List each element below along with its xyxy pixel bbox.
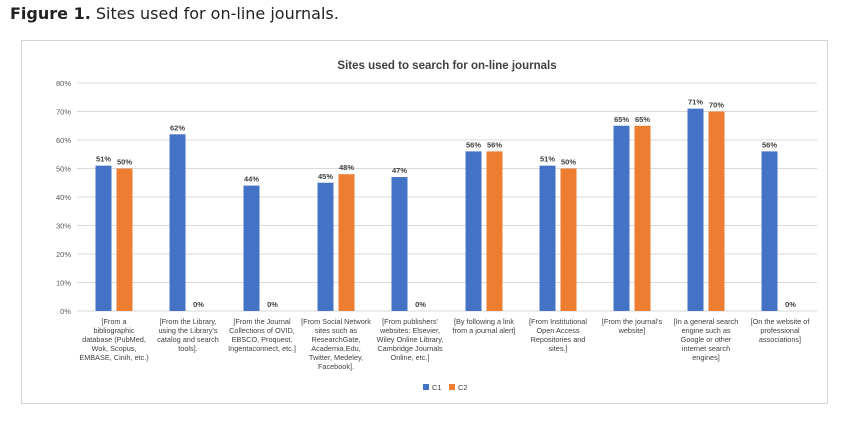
bar-c2 xyxy=(116,168,133,311)
figure-number: Figure 1. xyxy=(10,4,91,23)
y-tick-label: 60% xyxy=(56,136,71,145)
bar-c2 xyxy=(634,125,651,311)
data-label-c1: 71% xyxy=(688,98,703,107)
x-category-label: [By following a link from a journal alert… xyxy=(453,317,516,335)
bar-c2 xyxy=(560,168,577,311)
bar-c1 xyxy=(539,165,556,311)
x-category-label: [From the journal's website] xyxy=(602,317,663,335)
legend-label-c1: C1 xyxy=(432,383,442,392)
legend-label-c2: C2 xyxy=(458,383,468,392)
y-tick-label: 30% xyxy=(56,222,71,231)
y-tick-label: 70% xyxy=(56,108,71,117)
y-tick-label: 50% xyxy=(56,165,71,174)
bar-c1 xyxy=(169,134,186,311)
data-label-c1: 51% xyxy=(96,155,111,164)
x-category-label: [From a bibliographic database (PubMed, Wok… xyxy=(79,317,148,362)
bar-chart: Sites used to search for on-line journal… xyxy=(56,60,817,392)
data-label-c2: 0% xyxy=(267,300,278,309)
bar-c1 xyxy=(391,177,408,311)
chart-container: Sites used to search for on-line journal… xyxy=(21,40,828,404)
y-tick-label: 40% xyxy=(56,193,71,202)
figure-caption-text: Sites used for on-line journals. xyxy=(95,4,339,23)
x-category-label: [From publishers' websites: Elsevier, Wile… xyxy=(377,317,444,362)
data-label-c2: 48% xyxy=(339,163,354,172)
y-tick-label: 20% xyxy=(56,250,71,259)
x-category-label: [In a general search engine such as Google… xyxy=(674,317,739,362)
bar-c1 xyxy=(317,182,334,311)
bar-c2 xyxy=(338,174,355,311)
data-label-c1: 45% xyxy=(318,172,333,181)
x-category-label: [From the Library, using the Library's cat… xyxy=(157,317,219,353)
figure-caption: Figure 1. Sites used for on-line journal… xyxy=(10,4,339,23)
data-label-c2: 70% xyxy=(709,101,724,110)
bar-c2 xyxy=(708,111,725,311)
data-label-c2: 0% xyxy=(415,300,426,309)
bar-c2 xyxy=(486,151,503,311)
data-label-c1: 56% xyxy=(466,140,481,149)
data-label-c1: 44% xyxy=(244,175,259,184)
data-label-c1: 47% xyxy=(392,166,407,175)
bar-c1 xyxy=(465,151,482,311)
data-label-c2: 56% xyxy=(487,140,502,149)
data-label-c1: 62% xyxy=(170,123,185,132)
bar-c1 xyxy=(761,151,778,311)
data-label-c1: 51% xyxy=(540,155,555,164)
y-tick-label: 80% xyxy=(56,79,71,88)
x-category-label: [On the website of professional associatio… xyxy=(751,317,811,344)
legend-swatch-c1 xyxy=(423,384,429,390)
y-tick-label: 0% xyxy=(60,307,71,316)
x-category-label: [From Social Network sites such as Researc… xyxy=(301,317,371,371)
bar-c1 xyxy=(95,165,112,311)
legend-swatch-c2 xyxy=(449,384,455,390)
data-label-c2: 0% xyxy=(193,300,204,309)
data-label-c1: 56% xyxy=(762,140,777,149)
chart-title: Sites used to search for on-line journal… xyxy=(337,60,556,72)
data-label-c2: 50% xyxy=(561,158,576,167)
data-label-c2: 0% xyxy=(785,300,796,309)
y-tick-label: 10% xyxy=(56,279,71,288)
x-category-label: [From Institutional Open Access Repositori… xyxy=(529,317,587,353)
bar-c1 xyxy=(243,185,260,311)
bar-c1 xyxy=(613,125,630,311)
data-label-c2: 65% xyxy=(635,115,650,124)
data-label-c2: 50% xyxy=(117,158,132,167)
x-category-label: [From the Journal Collections of OVID, EBS… xyxy=(228,317,296,353)
data-label-c1: 65% xyxy=(614,115,629,124)
bar-c1 xyxy=(687,108,704,312)
